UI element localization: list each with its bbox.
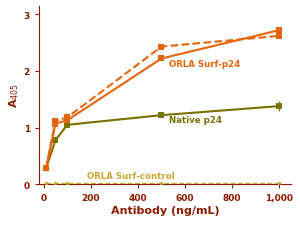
Y-axis label: A$_{405}$: A$_{405}$ bbox=[7, 83, 21, 108]
X-axis label: Antibody (ng/mL): Antibody (ng/mL) bbox=[111, 205, 219, 215]
Text: Native p24: Native p24 bbox=[169, 115, 221, 124]
Text: ORLA Surf-control: ORLA Surf-control bbox=[87, 171, 175, 180]
Text: ORLA Surf-p24: ORLA Surf-p24 bbox=[169, 60, 240, 69]
